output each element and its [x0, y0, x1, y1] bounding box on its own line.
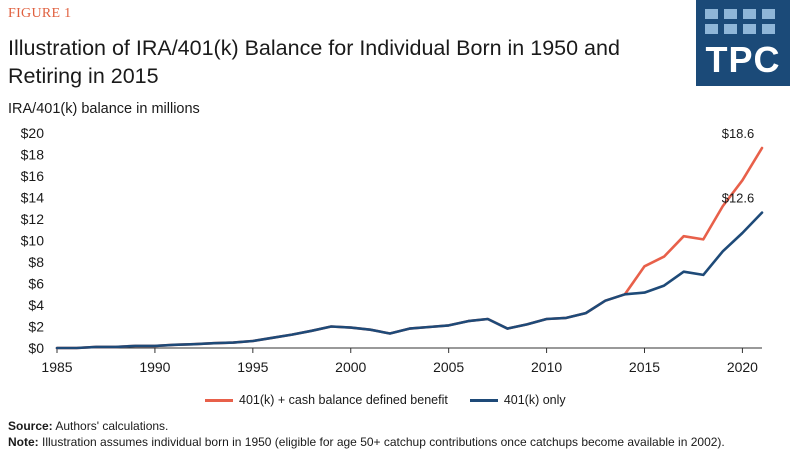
- x-tick-label: 1990: [139, 359, 170, 375]
- series-line-defined-benefit: [55, 146, 764, 350]
- y-tick-label: $8: [28, 254, 44, 270]
- x-tick-label: 2020: [727, 359, 758, 375]
- x-tick-label: 2010: [531, 359, 562, 375]
- annotation-401k-only: $12.6: [722, 191, 755, 206]
- legend-item-401k-only: 401(k) only: [469, 393, 566, 407]
- note-text: Illustration assumes individual born in …: [38, 435, 725, 449]
- footnotes: Source: Authors' calculations. Note: Ill…: [8, 418, 778, 450]
- legend-swatch-orange: [205, 398, 233, 402]
- y-tick-label: $6: [28, 276, 44, 292]
- note: Note: Illustration assumes individual bo…: [8, 434, 778, 450]
- tpc-logo: TPC: [696, 0, 790, 86]
- y-tick-label: $12: [21, 211, 45, 227]
- x-tick-label: 1995: [237, 359, 268, 375]
- legend-label-401k-only: 401(k) only: [503, 393, 566, 407]
- x-tick-label: 2015: [629, 359, 660, 375]
- logo-text: TPC: [705, 39, 781, 80]
- y-tick-label: $20: [21, 125, 45, 141]
- figure-label: FIGURE 1: [8, 6, 72, 21]
- legend: 401(k) + cash balance defined benefit 40…: [205, 391, 588, 409]
- y-tick-label: $16: [21, 168, 45, 184]
- annotation-defined-benefit: $18.6: [722, 126, 755, 141]
- y-tick-label: $0: [28, 340, 44, 356]
- y-tick-label: $4: [28, 297, 44, 313]
- source-note: Source: Authors' calculations.: [8, 418, 778, 434]
- x-tick-label: 1985: [41, 359, 72, 375]
- y-tick-label: $18: [21, 147, 45, 163]
- series-line-401k-only: [55, 211, 764, 350]
- y-tick-label: $2: [28, 319, 44, 335]
- legend-swatch-navy: [469, 398, 498, 402]
- note-label: Note:: [8, 435, 39, 449]
- y-tick-label: $10: [21, 233, 45, 249]
- source-label: Source:: [8, 419, 53, 433]
- source-text: Authors' calculations.: [52, 419, 169, 433]
- y-axis-label: IRA/401(k) balance in millions: [8, 101, 200, 117]
- legend-label-defined-benefit: 401(k) + cash balance defined benefit: [239, 393, 448, 407]
- y-tick-label: $14: [21, 190, 45, 206]
- chart-title: Illustration of IRA/401(k) Balance for I…: [8, 36, 620, 88]
- x-tick-label: 2005: [433, 359, 464, 375]
- legend-item-defined-benefit: 401(k) + cash balance defined benefit: [205, 393, 448, 407]
- x-tick-label: 2000: [335, 359, 366, 375]
